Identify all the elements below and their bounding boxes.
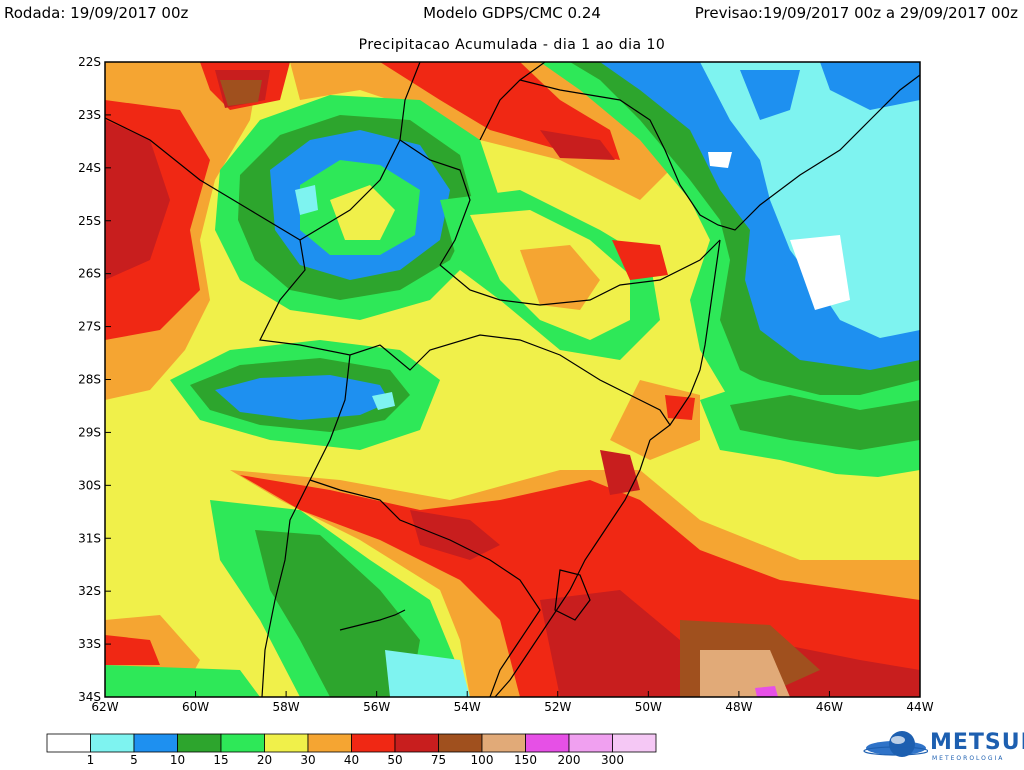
color-legend: 1 5 10 15 20 30 40 50 75 100 150 200 300 [46,733,657,767]
lat-tick-label: 32S [78,584,101,598]
legend-swatch [394,733,439,753]
legend-label: 50 [387,753,402,767]
logo-subtitle: METEOROLOGIA [932,755,1005,762]
political-borders [105,62,920,697]
lon-tick-label: 60W [182,700,209,714]
legend-label: 30 [300,753,315,767]
lon-tick-label: 54W [454,700,481,714]
lat-tick-label: 30S [78,478,101,492]
lon-tick-label: 58W [273,700,300,714]
legend-label: 300 [601,753,624,767]
lon-tick-label: 50W [635,700,662,714]
legend-label: 150 [514,753,537,767]
legend-label: 20 [257,753,272,767]
legend-swatch [90,733,135,753]
lat-tick-label: 33S [78,637,101,651]
lat-tick-label: 27S [78,320,101,334]
lat-tick-label: 31S [78,531,101,545]
lon-tick-label: 48W [725,700,752,714]
legend-swatch [307,733,352,753]
lon-tick-label: 62W [91,700,118,714]
map-subtitle: Precipitacao Acumulada - dia 1 ao dia 10 [358,37,666,53]
lat-tick-label: 23S [78,108,101,122]
legend-swatch [612,733,657,753]
legend-swatch [133,733,178,753]
legend-label: 15 [213,753,228,767]
axis-ticks: 62W 60W 58W 56W 54W 52W 50W 48W 46W 44W 22S 23S 24S 2… [78,55,934,714]
legend-swatch [438,733,483,753]
legend-swatch [351,733,396,753]
lat-tick-label: 26S [78,267,101,281]
legend-swatch [264,733,309,753]
legend-label: 75 [431,753,446,767]
lat-tick-label: 34S [78,690,101,704]
legend-label: 200 [558,753,581,767]
legend-swatch [525,733,570,753]
legend-swatch [177,733,222,753]
lat-tick-label: 24S [78,161,101,175]
legend-label: 5 [130,753,138,767]
lat-tick-label: 25S [78,214,101,228]
lat-tick-label: 29S [78,425,101,439]
precipitation-field [105,62,920,697]
run-date-label: Rodada: 19/09/2017 00z [4,4,189,22]
legend-label: 100 [471,753,494,767]
model-title: Modelo GDPS/CMC 0.24 [423,4,601,22]
lat-tick-label: 28S [78,373,101,387]
metsul-logo: METSUL METEOROLOGIA [862,728,1024,768]
logo-wordmark: METSUL [930,730,1024,755]
globe-icon [863,731,928,757]
legend-label: 40 [344,753,359,767]
forecast-period-label: Previsao:19/09/2017 00z a 29/09/2017 00z [694,4,1018,22]
lon-tick-label: 46W [816,700,843,714]
legend-label: 10 [170,753,185,767]
legend-label: 1 [87,753,95,767]
legend-swatch [568,733,613,753]
legend-swatch [46,733,91,753]
lon-tick-label: 52W [544,700,571,714]
legend-swatch [481,733,526,753]
lat-tick-label: 22S [78,55,101,69]
lon-tick-label: 44W [906,700,933,714]
legend-swatch [220,733,265,753]
lon-tick-label: 56W [363,700,390,714]
